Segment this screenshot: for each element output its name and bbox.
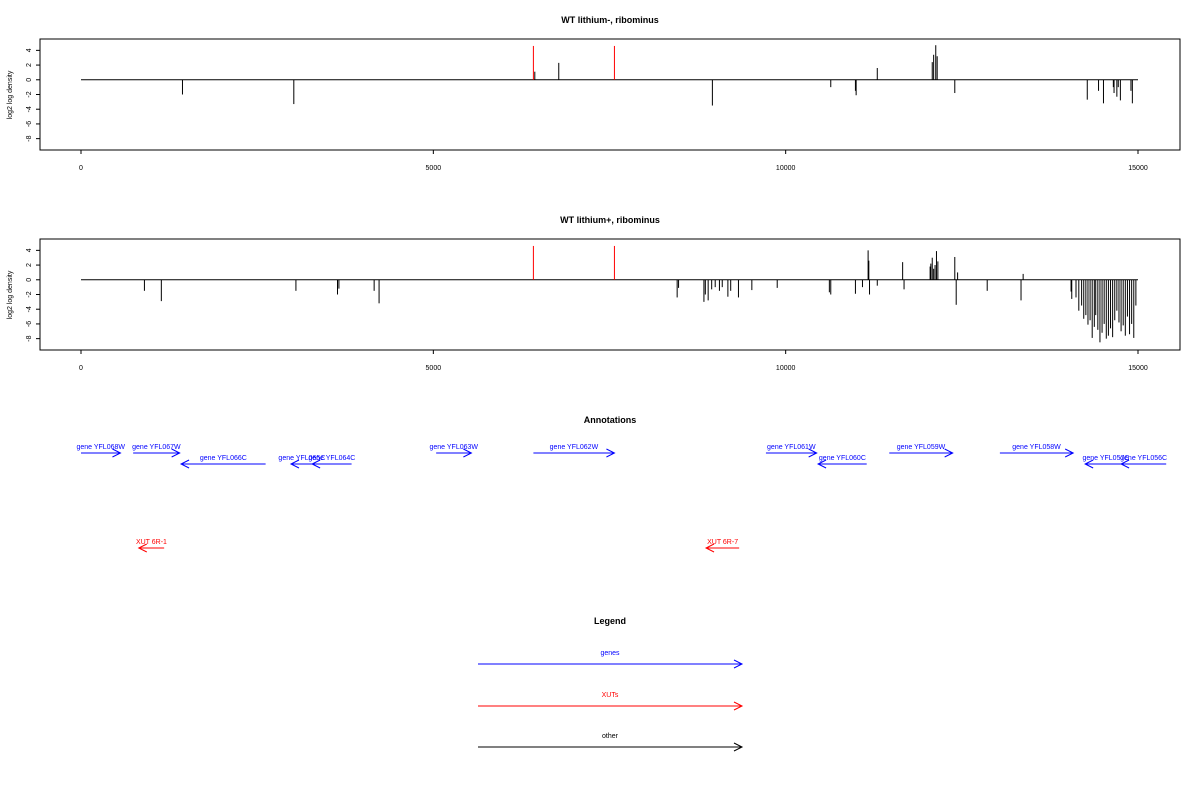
feature-arrow xyxy=(765,448,818,458)
feature-arrow xyxy=(999,448,1075,458)
y-tick-label: 0 xyxy=(26,78,33,82)
panel-2-bars xyxy=(81,245,1138,343)
panel-2-y-ticks: 4 2 0 -2 -4 -6 -8 xyxy=(26,248,41,342)
feature-label: gene YFL058W xyxy=(1012,444,1061,451)
feature-arrow xyxy=(133,448,181,458)
x-tick-label: 10000 xyxy=(776,365,796,372)
panel-1-y-axis-label: log2 log density xyxy=(7,70,14,119)
feature-label: gene YFL063W xyxy=(430,444,479,451)
legend-title: Legend xyxy=(594,616,626,626)
x-tick-label: 15000 xyxy=(1128,165,1148,172)
feature-arrow xyxy=(436,448,473,458)
y-tick-label: -8 xyxy=(26,335,33,341)
panel-lithium-minus: WT lithium-, ribominus log2 log density … xyxy=(7,15,1181,172)
feature-label: gene YFL060C xyxy=(819,455,866,462)
feature-arrow xyxy=(889,448,954,458)
panel-2-title: WT lithium+, ribominus xyxy=(560,215,660,225)
legend-arrow-other xyxy=(478,742,744,752)
feature-arrow xyxy=(816,459,867,469)
legend-label: XUTs xyxy=(602,692,619,699)
feature-label: XUT 6R-1 xyxy=(136,539,167,546)
feature-arrow xyxy=(81,448,122,458)
panel-2-x-ticks: 0 5000 10000 15000 xyxy=(79,349,1148,372)
feature-label: gene YFL064C xyxy=(308,455,355,462)
x-tick-label: 5000 xyxy=(426,365,442,372)
feature-arrow xyxy=(533,448,616,458)
panel-2-y-axis-label: log2 log density xyxy=(7,270,14,319)
x-tick-label: 15000 xyxy=(1128,365,1148,372)
y-tick-label: 2 xyxy=(26,263,33,267)
annotations-track: Annotations gene YFL068W gene YFL067Wgene… xyxy=(76,415,1167,553)
panel-1-plot-frame xyxy=(39,38,1181,151)
x-tick-label: 0 xyxy=(79,365,83,372)
feature-arrow xyxy=(289,459,313,469)
feature-arrow xyxy=(1119,459,1167,469)
legend-items: genes XUTs other xyxy=(478,650,744,752)
y-tick-label: 0 xyxy=(26,278,33,282)
legend-label: other xyxy=(602,733,619,740)
y-tick-label: -2 xyxy=(26,291,33,297)
panel-1-x-ticks: 0 5000 10000 15000 xyxy=(79,149,1148,172)
y-tick-label: -8 xyxy=(26,135,33,141)
legend-label: genes xyxy=(600,650,620,657)
feature-arrow xyxy=(1084,459,1127,469)
feature-arrow xyxy=(137,543,165,553)
panel-2-plot-frame xyxy=(39,238,1181,351)
y-tick-label: 4 xyxy=(26,248,33,252)
feature-label: gene YFL056C xyxy=(1120,455,1167,462)
feature-label: gene YFL065C xyxy=(278,455,325,462)
panel-1-y-ticks: 4 2 0 -2 -4 -6 -8 xyxy=(26,48,41,142)
y-tick-label: 4 xyxy=(26,48,33,52)
y-tick-label: -4 xyxy=(26,106,33,112)
legend: Legend genes XUTs other xyxy=(478,616,744,752)
feature-label: XUT 6R-7 xyxy=(707,539,738,546)
feature-label: gene YFL059W xyxy=(897,444,946,451)
feature-label: gene YFL061W xyxy=(767,444,816,451)
legend-arrow-xut xyxy=(478,701,744,711)
x-tick-label: 5000 xyxy=(426,165,442,172)
y-tick-label: -6 xyxy=(26,121,33,127)
panel-lithium-plus: WT lithium+, ribominus log2 log density … xyxy=(7,215,1181,372)
y-tick-label: -2 xyxy=(26,91,33,97)
y-tick-label: -6 xyxy=(26,321,33,327)
feature-arrow xyxy=(704,543,740,553)
feature-arrow xyxy=(179,459,266,469)
feature-label: gene YFL066C xyxy=(200,455,247,462)
panel-1-bars xyxy=(81,45,1138,106)
x-tick-label: 0 xyxy=(79,165,83,172)
feature-label: gene YFL062W xyxy=(550,444,599,451)
feature-label: gene YFL068W xyxy=(76,444,125,451)
y-tick-label: -4 xyxy=(26,306,33,312)
feature-label: gene YFL067W xyxy=(132,444,181,451)
annotation-features: gene YFL068W gene YFL067W gene YFL066C gene… xyxy=(76,444,1167,553)
feature-arrow xyxy=(311,459,352,469)
x-tick-label: 10000 xyxy=(776,165,796,172)
annotations-title: Annotations xyxy=(584,415,637,425)
legend-arrow-gene xyxy=(478,659,744,669)
y-tick-label: 2 xyxy=(26,63,33,67)
feature-label: gene YFL057C xyxy=(1082,455,1129,462)
panel-1-title: WT lithium-, ribominus xyxy=(561,15,659,25)
